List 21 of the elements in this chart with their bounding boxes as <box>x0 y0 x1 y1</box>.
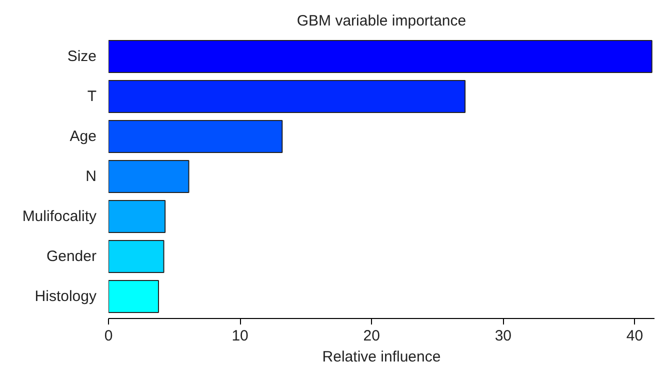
bar <box>108 200 166 233</box>
y-tick-label: Gender <box>46 248 97 265</box>
y-tick-label: T <box>87 88 97 105</box>
bar <box>108 40 652 73</box>
y-tick-label: Mulifocality <box>22 208 97 225</box>
x-tick-label: 30 <box>494 328 512 344</box>
bar <box>108 280 159 313</box>
x-tick-label: 10 <box>232 328 248 344</box>
x-tick-label: 0 <box>104 328 113 344</box>
bar <box>108 240 164 273</box>
x-tick-label: 40 <box>626 328 644 344</box>
x-axis-title: Relative influence <box>322 348 441 366</box>
bar <box>108 160 190 193</box>
chart-title: GBM variable importance <box>296 12 466 30</box>
bar <box>108 80 466 113</box>
bar <box>108 120 283 153</box>
y-tick-label: N <box>86 168 97 185</box>
y-tick-label: Size <box>67 48 97 65</box>
y-tick-label: Age <box>70 128 97 145</box>
y-tick-label: Histology <box>34 288 97 305</box>
x-tick-label: 20 <box>363 328 380 344</box>
